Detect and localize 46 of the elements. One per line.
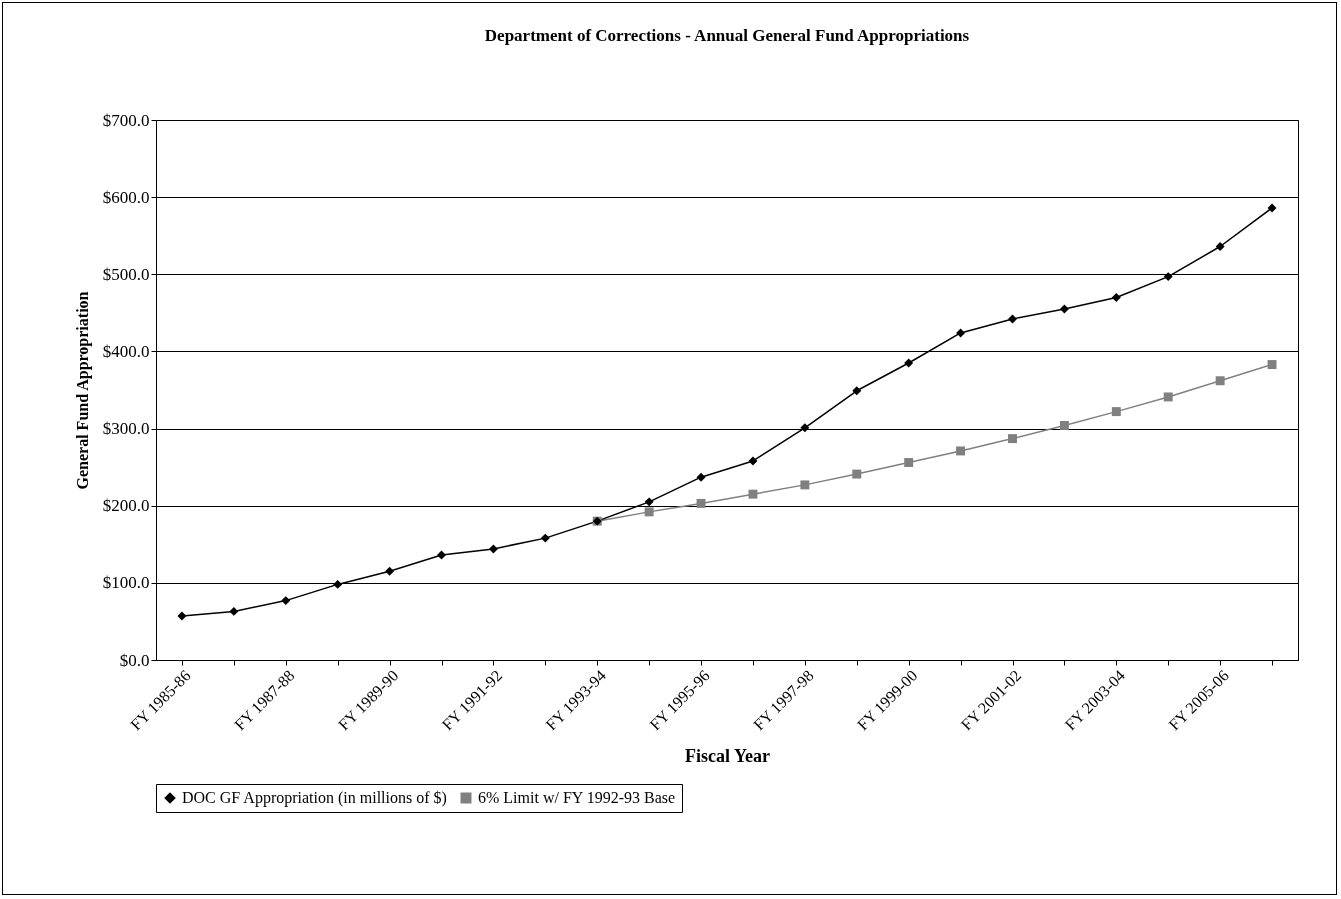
point [800, 480, 810, 490]
point [748, 456, 758, 466]
y-tick-label: $300.0 [102, 419, 150, 439]
point [852, 386, 862, 396]
point [1215, 376, 1225, 386]
point [333, 579, 343, 589]
point [1111, 292, 1121, 302]
y-tick-label: $400.0 [102, 341, 150, 361]
point [644, 507, 654, 517]
point [800, 423, 810, 433]
point [904, 458, 914, 467]
legend-label: DOC GF Appropriation (in millions of $) [182, 789, 447, 807]
point [696, 498, 706, 508]
point [696, 472, 706, 482]
point [1059, 304, 1069, 314]
point [1059, 421, 1069, 430]
point [852, 469, 862, 479]
point [1215, 242, 1225, 251]
point [229, 606, 239, 616]
point [748, 489, 758, 499]
point [956, 328, 966, 338]
point [385, 566, 395, 576]
point [1163, 272, 1173, 282]
y-tick-label: $700.0 [102, 110, 150, 130]
point [956, 446, 966, 456]
x-axis-title: Fiscal Year [685, 745, 770, 766]
y-tick-label: $200.0 [102, 496, 150, 516]
point [904, 358, 914, 368]
y-tick-label: $0.0 [119, 650, 150, 670]
legend-label: 6% Limit w/ FY 1992-93 Base [478, 789, 676, 806]
point [540, 533, 550, 543]
point [437, 550, 446, 560]
point [1267, 203, 1277, 213]
point [1163, 392, 1173, 402]
point [177, 611, 187, 621]
point [281, 596, 291, 606]
y-axis-title: General Fund Appropriation [73, 291, 92, 490]
y-tick-label: $600.0 [102, 187, 150, 207]
point [488, 544, 498, 554]
point [644, 497, 654, 507]
point [1008, 434, 1017, 444]
point [1111, 407, 1121, 417]
y-tick-label: $500.0 [102, 264, 150, 284]
chart-title: Department of Corrections - Annual General Fund Appropriations [484, 26, 970, 45]
point [1267, 360, 1277, 370]
y-tick-label: $100.0 [102, 573, 150, 593]
